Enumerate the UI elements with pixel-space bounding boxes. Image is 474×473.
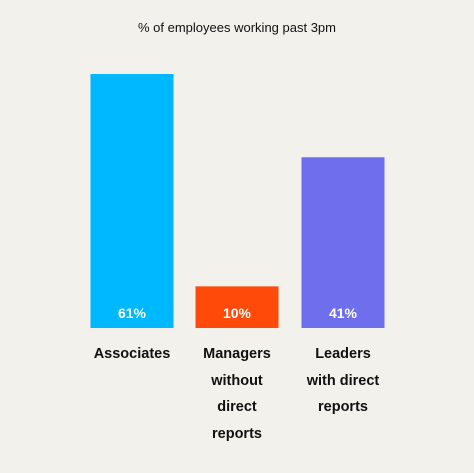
category-label-line: with direct bbox=[306, 372, 380, 389]
chart-title: % of employees working past 3pm bbox=[138, 20, 336, 35]
category-label-line: reports bbox=[212, 425, 262, 442]
category-label-2: Leaders with direct reports bbox=[288, 341, 398, 421]
bar-value-label-2: 41% bbox=[329, 305, 358, 321]
bar-2 bbox=[301, 157, 385, 328]
category-label-line: Managers bbox=[203, 346, 271, 362]
category-label-line: Leaders bbox=[315, 346, 371, 362]
category-label-line: without bbox=[211, 372, 263, 389]
bar-value-label-1: 10% bbox=[223, 305, 252, 321]
bar-1 bbox=[195, 286, 279, 328]
category-label-line: direct bbox=[217, 399, 257, 415]
bar-value-label-0: 61% bbox=[118, 305, 147, 321]
category-label-1: Managers without direct reports bbox=[182, 341, 292, 447]
category-label-line: Associates bbox=[93, 346, 171, 362]
category-label-line: reports bbox=[318, 399, 368, 415]
bar-0 bbox=[90, 74, 174, 328]
category-label-0: Associates bbox=[77, 341, 187, 368]
